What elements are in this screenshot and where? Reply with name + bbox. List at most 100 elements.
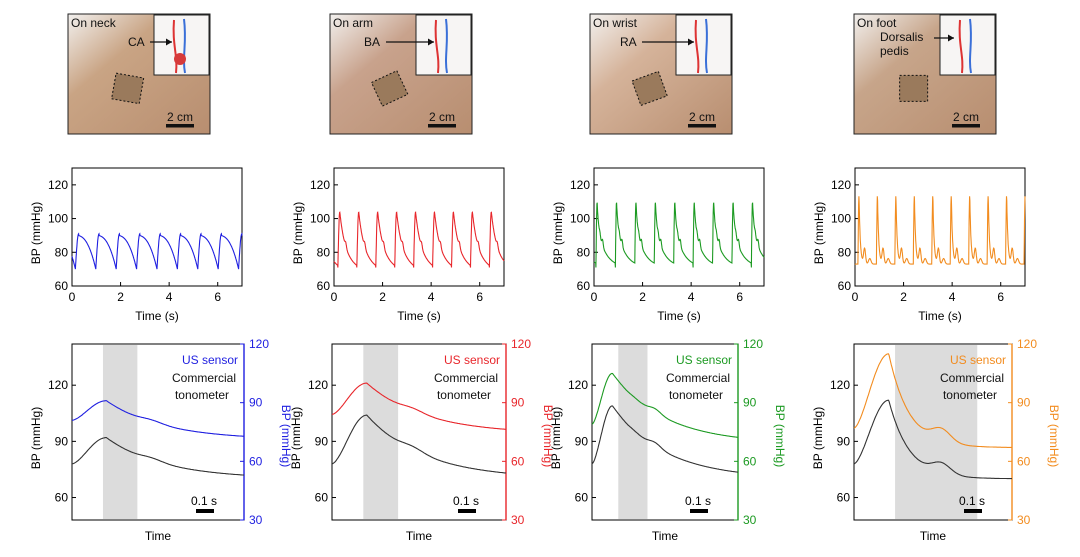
x-axis-label: Time xyxy=(145,529,172,543)
x-axis-label: Time xyxy=(920,529,947,543)
y-tick-label-right: 60 xyxy=(249,454,263,468)
y-tick-label-right: 90 xyxy=(1017,396,1031,410)
y-tick-label-right: 30 xyxy=(1017,513,1031,527)
time-scale-bar xyxy=(196,509,214,513)
artery-label: Dorsalis xyxy=(880,30,923,44)
y-tick-label: 80 xyxy=(55,245,69,259)
y-axis-label: BP (mmHg) xyxy=(551,202,565,264)
plot-frame xyxy=(71,167,243,287)
panel-1: On arm BA 2 cm 60 80 100 120 0 2 4 6 Time (s) BP (mm… xyxy=(289,13,555,543)
highlight-region xyxy=(363,345,399,519)
y-tick-label-left: 90 xyxy=(315,434,329,448)
artery-sketch xyxy=(958,19,964,74)
y-tick-label-right: 60 xyxy=(511,454,525,468)
photo-location-label: On arm xyxy=(333,16,373,30)
time-plot: 60 80 100 120 0 2 4 6 Time (s) BP (mmHg) xyxy=(291,167,505,323)
scale-bar-label: 2 cm xyxy=(429,110,455,124)
bp-waveform-line xyxy=(333,211,505,268)
legend-tonometer: Commercial xyxy=(434,371,498,385)
y-axis-label-right: BP (mmHg) xyxy=(279,405,293,467)
overlay-plot: 60 90 120 30 60 90 120 BP (mmHg) BP (mmHg) Time US… xyxy=(29,337,293,543)
photo-panel: On wrist RA 2 cm xyxy=(589,13,733,135)
y-tick-label: 120 xyxy=(310,178,330,192)
legend-tonometer: tonometer xyxy=(943,388,997,402)
tonometer-line xyxy=(71,437,245,476)
time-plot: 60 80 100 120 0 2 4 6 Time (s) BP (mmHg) xyxy=(551,167,765,323)
plot-frame xyxy=(333,167,505,287)
y-tick-label: 60 xyxy=(577,279,591,293)
photo-location-label: On foot xyxy=(857,16,897,30)
sensor-patch-box xyxy=(111,72,145,105)
y-tick-label: 100 xyxy=(570,212,590,226)
y-tick-label-left: 120 xyxy=(308,378,328,392)
x-tick-label: 0 xyxy=(852,290,859,304)
x-axis-label: Time (s) xyxy=(918,309,962,323)
y-tick-label-left: 60 xyxy=(837,491,851,505)
y-tick-label: 120 xyxy=(48,178,68,192)
y-tick-label: 80 xyxy=(577,245,591,259)
x-tick-label: 4 xyxy=(428,290,435,304)
y-tick-label-left: 60 xyxy=(315,491,329,505)
artery-sketch xyxy=(172,19,178,74)
y-tick-label-left: 90 xyxy=(837,434,851,448)
y-tick-label-right: 90 xyxy=(249,396,263,410)
photo-location-label: On neck xyxy=(71,16,117,30)
us-sensor-line xyxy=(331,382,506,430)
tonometer-line xyxy=(331,414,507,474)
time-plot: 60 80 100 120 0 2 4 6 Time (s) BP (mmHg) xyxy=(29,167,243,323)
arrow-head xyxy=(688,38,694,46)
x-tick-label: 0 xyxy=(331,290,338,304)
bp-waveform-line xyxy=(593,202,765,268)
bp-waveform-line xyxy=(71,232,243,270)
time-scale-label: 0.1 s xyxy=(453,494,479,508)
artery-label: CA xyxy=(128,35,145,49)
time-scale-bar xyxy=(964,509,982,513)
y-axis-label-left: BP (mmHg) xyxy=(29,407,43,469)
scale-bar xyxy=(952,124,980,128)
y-tick-label: 80 xyxy=(838,245,852,259)
arrow-head xyxy=(428,38,434,46)
y-tick-label-right: 30 xyxy=(249,513,263,527)
highlight-region xyxy=(618,345,648,519)
vein-sketch xyxy=(445,18,448,74)
photo-panel: On neck CA 2 cm xyxy=(67,13,211,135)
y-tick-label: 60 xyxy=(838,279,852,293)
y-tick-label-right: 60 xyxy=(743,454,757,468)
anatomy-inset xyxy=(939,14,996,76)
y-axis-label: BP (mmHg) xyxy=(291,202,305,264)
scale-bar xyxy=(166,124,194,128)
scale-bar-label: 2 cm xyxy=(953,110,979,124)
artery-label: RA xyxy=(620,35,637,49)
y-tick-label-right: 90 xyxy=(511,396,525,410)
scale-bar xyxy=(688,124,716,128)
y-tick-label-left: 90 xyxy=(55,434,69,448)
y-tick-label-right: 120 xyxy=(1017,337,1037,351)
legend-us-sensor: US sensor xyxy=(676,353,732,367)
legend-tonometer: tonometer xyxy=(669,388,723,402)
y-tick-label-right: 120 xyxy=(511,337,531,351)
x-tick-label: 6 xyxy=(736,290,743,304)
us-sensor-line xyxy=(853,353,1012,448)
y-axis-label-left: BP (mmHg) xyxy=(811,407,825,469)
x-tick-label: 0 xyxy=(591,290,598,304)
tonometer-line xyxy=(591,405,739,473)
legend-tonometer: tonometer xyxy=(175,388,229,402)
y-tick-label-left: 120 xyxy=(48,378,68,392)
plot-frame xyxy=(854,167,1026,287)
scale-bar xyxy=(428,124,456,128)
vein-sketch xyxy=(183,18,186,74)
legend-tonometer: Commercial xyxy=(666,371,730,385)
legend-us-sensor: US sensor xyxy=(444,353,500,367)
x-axis-label: Time xyxy=(652,529,679,543)
arrow-head xyxy=(166,38,172,46)
overlay-plot: 60 90 120 30 60 90 120 BP (mmHg) BP (mmHg) Time US… xyxy=(549,337,787,543)
y-tick-label: 120 xyxy=(570,178,590,192)
y-tick-label-left: 60 xyxy=(575,491,589,505)
overlay-plot: 60 90 120 30 60 90 120 BP (mmHg) BP (mmHg) Time US… xyxy=(289,337,555,543)
y-tick-label: 100 xyxy=(831,212,851,226)
x-tick-label: 6 xyxy=(997,290,1004,304)
y-tick-label-left: 120 xyxy=(568,378,588,392)
anatomy-inset xyxy=(415,14,472,76)
